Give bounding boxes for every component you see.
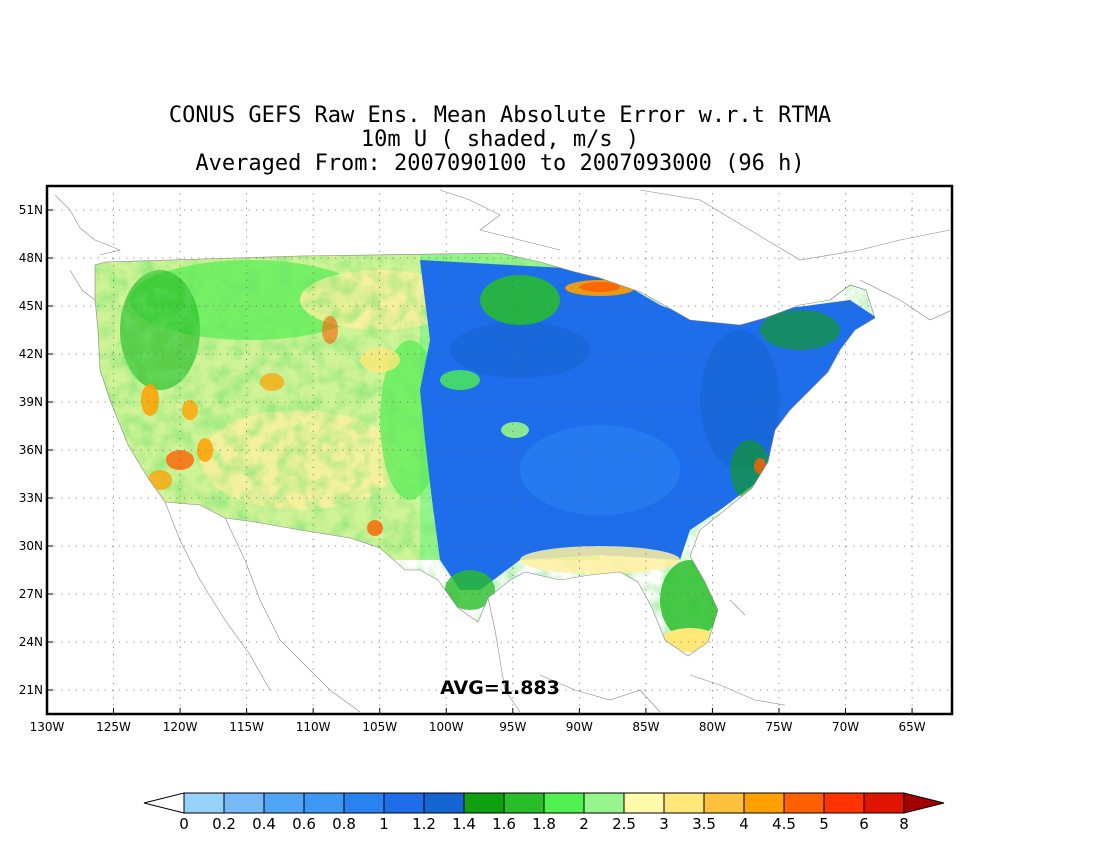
title-line-3: Averaged From: 2007090100 to 2007093000 …	[195, 151, 805, 176]
colorbar-label: 4.5	[772, 815, 796, 833]
colorbar-label: 1.4	[452, 815, 476, 833]
colorbar-swatch	[343, 792, 385, 814]
colorbar-label: 0.4	[252, 815, 276, 833]
colorbar-swatch	[543, 792, 585, 814]
coastlines	[54, 189, 952, 713]
title-line-1: CONUS GEFS Raw Ens. Mean Absolute Error …	[168, 103, 832, 128]
lat-tick-label: 48N	[19, 251, 43, 265]
lon-tick-label: 75W	[765, 720, 792, 734]
lon-tick-label: 100W	[429, 720, 464, 734]
colorbar-swatch	[183, 792, 225, 814]
colorbar-under-arrow	[143, 792, 185, 814]
lat-tick-label: 36N	[19, 443, 43, 457]
lat-tick-label: 45N	[19, 299, 43, 313]
lon-tick-label: 125W	[96, 720, 131, 734]
colorbar-label: 3.5	[692, 815, 716, 833]
lon-tick-label: 130W	[30, 720, 65, 734]
lon-tick-label: 120W	[163, 720, 198, 734]
lon-tick-label: 90W	[566, 720, 593, 734]
colorbar-swatch	[863, 792, 905, 814]
colorbar-swatch	[783, 792, 825, 814]
title-line-2: 10m U ( shaded, m/s )	[360, 127, 640, 152]
colorbar-swatch	[263, 792, 305, 814]
lat-tick-label: 51N	[19, 203, 43, 217]
colorbar-swatch	[503, 792, 545, 814]
colorbar-swatch	[223, 792, 265, 814]
colorbar-swatch	[663, 792, 705, 814]
lon-tick-label: 85W	[632, 720, 659, 734]
colorbar-label: 0.2	[212, 815, 236, 833]
colorbar-label: 3	[659, 815, 669, 833]
lat-tick-label: 39N	[19, 395, 43, 409]
colorbar-label: 0	[179, 815, 189, 833]
colorbar-label: 1.8	[532, 815, 556, 833]
axis-ticks: 130W 125W 120W 115W 110W 105W 100W 95W 90W 85W 80W…	[19, 203, 926, 734]
lat-tick-label: 27N	[19, 587, 43, 601]
colorbar-swatch	[743, 792, 785, 814]
colorbar-label: 8	[899, 815, 909, 833]
avg-label: AVG=1.883	[440, 677, 560, 699]
lon-tick-label: 110W	[296, 720, 331, 734]
colorbar-label: 5	[819, 815, 829, 833]
lon-tick-label: 105W	[362, 720, 397, 734]
colorbar: 0 0.2 0.4 0.6 0.8 1 1.2 1.4 1.6 1.8 2 2.5 3 3.5 4 4.5 5 6…	[143, 792, 945, 833]
lat-tick-label: 30N	[19, 539, 43, 553]
colorbar-label: 0.8	[332, 815, 356, 833]
colorbar-label: 1	[379, 815, 389, 833]
lon-tick-label: 115W	[229, 720, 264, 734]
lon-tick-label: 95W	[499, 720, 526, 734]
colorbar-label: 0.6	[292, 815, 316, 833]
lon-tick-label: 70W	[832, 720, 859, 734]
lat-tick-label: 24N	[19, 635, 43, 649]
colorbar-swatch	[423, 792, 465, 814]
lat-tick-label: 42N	[19, 347, 43, 361]
colorbar-swatch	[703, 792, 745, 814]
colorbar-label: 4	[739, 815, 749, 833]
colorbar-label: 1.2	[412, 815, 436, 833]
lat-lon-grid	[47, 186, 952, 714]
colorbar-swatch	[583, 792, 625, 814]
colorbar-swatch	[823, 792, 865, 814]
lat-tick-label: 33N	[19, 491, 43, 505]
colorbar-label: 6	[859, 815, 869, 833]
lat-tick-label: 21N	[19, 683, 43, 697]
colorbar-label: 2	[579, 815, 589, 833]
colorbar-label: 2.5	[612, 815, 636, 833]
colorbar-swatch	[303, 792, 345, 814]
lon-tick-label: 65W	[899, 720, 926, 734]
colorbar-swatch	[623, 792, 665, 814]
colorbar-swatch	[463, 792, 505, 814]
lon-tick-label: 80W	[699, 720, 726, 734]
colorbar-label: 1.6	[492, 815, 516, 833]
colorbar-over-arrow	[903, 792, 945, 814]
colorbar-swatch	[383, 792, 425, 814]
